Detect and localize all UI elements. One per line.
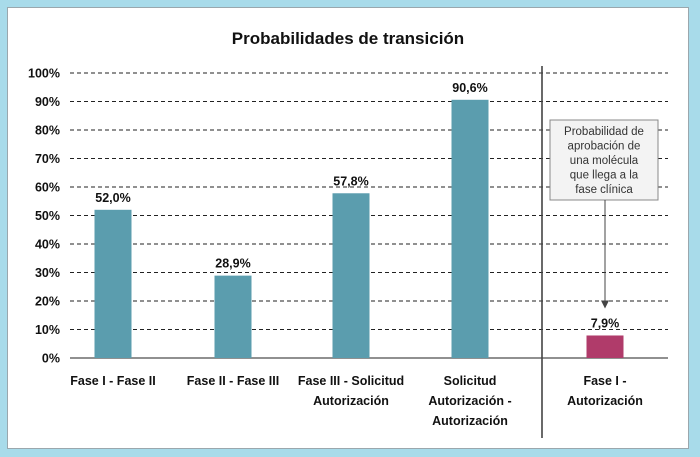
- y-tick-label: 0%: [42, 352, 60, 366]
- data-label: 7,9%: [591, 316, 620, 330]
- data-label: 28,9%: [215, 257, 250, 271]
- data-label: 52,0%: [95, 191, 130, 205]
- y-tick-label: 20%: [35, 295, 60, 309]
- x-tick-label: Autorización -: [428, 394, 511, 408]
- annotation-text: aprobación de: [568, 141, 641, 153]
- x-tick-label: Autorización: [567, 394, 643, 408]
- x-tick-label: Fase I - Fase II: [70, 374, 155, 388]
- y-tick-label: 60%: [35, 181, 60, 195]
- bar: [94, 209, 132, 358]
- data-label: 90,6%: [452, 81, 487, 95]
- x-tick-label: Solicitud: [444, 374, 497, 388]
- y-axis: 0% 10% 20% 30% 40% 50% 60% 70% 80% 90% 100%: [28, 67, 60, 366]
- annotation-box: [549, 119, 659, 201]
- chart-frame: Probabilidades de transición 0% 10% 20% 30%…: [7, 7, 689, 449]
- bar: [451, 99, 489, 358]
- x-axis: Fase I - Fase II Fase II - Fase III Fase I…: [70, 374, 643, 428]
- bar: [586, 335, 624, 358]
- annotation: Probabilidad de aprobación de una molécula…: [549, 119, 659, 309]
- x-tick-label: Autorización: [313, 394, 389, 408]
- x-tick-label: Autorización: [432, 414, 508, 428]
- y-tick-label: 100%: [28, 67, 60, 81]
- y-tick-label: 50%: [35, 209, 60, 223]
- x-tick-label: Fase II - Fase III: [187, 374, 279, 388]
- x-tick-label: Fase III - Solicitud: [298, 374, 404, 388]
- annotation-text: Probabilidad de: [564, 126, 644, 138]
- chart-title: Probabilidades de transición: [232, 29, 464, 48]
- y-tick-label: 70%: [35, 152, 60, 166]
- bar-chart: Probabilidades de transición 0% 10% 20% 30%…: [28, 29, 668, 438]
- y-tick-label: 10%: [35, 323, 60, 337]
- y-tick-label: 40%: [35, 238, 60, 252]
- annotation-text: fase clínica: [575, 184, 633, 196]
- y-tick-label: 80%: [35, 124, 60, 138]
- annotation-text: que llega a la: [570, 170, 639, 182]
- bars: [94, 99, 624, 358]
- y-tick-label: 90%: [35, 95, 60, 109]
- bar: [214, 275, 252, 358]
- data-labels: 52,0% 28,9% 57,8% 90,6% 7,9%: [95, 81, 619, 331]
- arrow-head-icon: [601, 300, 609, 309]
- x-tick-label: Fase I -: [583, 374, 626, 388]
- annotation-text: una molécula: [570, 155, 639, 167]
- bar: [332, 193, 370, 358]
- data-label: 57,8%: [333, 174, 368, 188]
- y-tick-label: 30%: [35, 266, 60, 280]
